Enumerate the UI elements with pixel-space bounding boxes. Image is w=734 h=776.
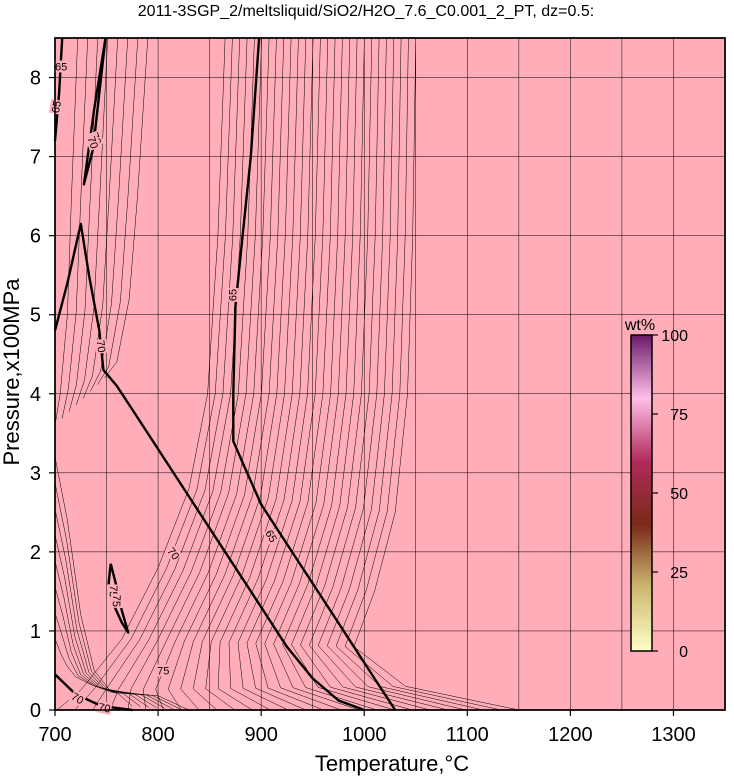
contour-label: 70: [97, 701, 111, 715]
y-tick-label: 2: [30, 542, 41, 564]
fine-contour: [317, 37, 448, 711]
contour-label-bg: [94, 338, 109, 355]
colorbar: wt% 0 25 50 75 100: [624, 317, 688, 661]
contour-label: 65: [227, 289, 239, 301]
colorbar-title: wt%: [624, 317, 655, 334]
fine-contour: [90, 37, 128, 392]
fine-contour: [344, 37, 502, 711]
colorbar-tick-label: 100: [661, 328, 688, 345]
fine-contour: [237, 37, 321, 711]
contour-label-bg: [262, 527, 281, 546]
contour-label: 75: [110, 595, 122, 608]
contour-label-bg: [156, 664, 171, 677]
plot-area: [54, 37, 726, 711]
y-tick-label: 5: [30, 305, 41, 327]
contour-label: 65: [262, 528, 279, 545]
colorbar-tick-label: 0: [679, 644, 688, 661]
fine-contour: [192, 37, 292, 711]
fine-contour: [180, 37, 285, 711]
fine-contour: [326, 37, 466, 711]
fine-contour: [54, 560, 157, 708]
x-tick-label: 800: [141, 724, 174, 746]
plot-frame: [54, 37, 726, 711]
y-axis-label: Pressure,x100MPa: [0, 278, 24, 466]
fine-contour: [300, 37, 413, 711]
colorbar-tick-label: 50: [670, 486, 688, 503]
x-tick-label: 900: [244, 724, 277, 746]
fine-contour: [335, 37, 484, 711]
contour-label: 65: [55, 61, 67, 73]
chart-title: 2011-3SGP_2/meltsliquid/SiO2/H2O_7.6_C0.…: [138, 3, 594, 20]
fine-contour: [309, 37, 431, 711]
fine-contour: [61, 37, 88, 419]
fine-contour: [54, 612, 141, 707]
fine-contour: [205, 37, 299, 711]
x-tick-label: 700: [38, 724, 71, 746]
contour-label: 70: [69, 691, 86, 708]
contour-label-bg: [68, 689, 87, 707]
contour-labels: 65657070707065657575757070: [48, 60, 281, 716]
y-tick-label: 6: [30, 226, 41, 248]
contour-label-bg: [48, 98, 64, 115]
fine-contour: [104, 37, 149, 379]
fine-contour: [54, 586, 149, 708]
contour-65: [53, 37, 64, 141]
colorbar-tick-label: 25: [670, 565, 688, 582]
y-tick-label: 4: [30, 384, 41, 406]
y-axis-ticks: 0 1 2 3 4 5 6 7 8: [30, 68, 55, 722]
x-tick-label: 1200: [548, 724, 593, 746]
fine-contour: [74, 37, 233, 711]
fine-contour: [142, 37, 262, 711]
fine-contour: [246, 37, 329, 711]
contour-70: [54, 673, 133, 712]
contour-70: [82, 37, 107, 186]
fine-contour: [273, 37, 360, 711]
contour-label: 75: [157, 665, 169, 677]
fine-contour: [264, 37, 343, 711]
fine-contour: [83, 37, 118, 399]
x-tick-label: 1000: [342, 724, 387, 746]
contour-label: 70: [84, 135, 99, 151]
contour-label-bg: [85, 133, 102, 151]
fine-contour: [282, 37, 377, 711]
y-tick-label: 3: [30, 463, 41, 485]
fine-contour: [110, 37, 248, 711]
x-axis-ticks: 700 800 900 1000 1100 1200 1300: [38, 710, 696, 746]
contour-label-bg: [226, 287, 239, 302]
contour-70: [53, 222, 365, 712]
colorbar-ticks: 0 25 50 75 100: [652, 328, 688, 661]
x-tick-label: 1300: [651, 724, 696, 746]
y-tick-label: 8: [30, 68, 41, 90]
fine-contour: [92, 37, 240, 711]
fine-contour: [54, 638, 133, 707]
contour-label-bg: [164, 544, 183, 563]
fine-contour: [54, 534, 165, 709]
x-tick-label: 1100: [446, 724, 489, 746]
fine-contour: [54, 482, 182, 710]
contour-label-bg: [54, 60, 69, 73]
fine-contour: [255, 37, 336, 711]
fine-contour: [217, 37, 307, 711]
fine-contour: [54, 508, 173, 710]
y-tick-label: 1: [30, 621, 41, 643]
fine-contour: [127, 37, 255, 711]
y-tick-label: 7: [30, 147, 41, 169]
fine-contour: [167, 37, 277, 711]
x-axis-label: Temperature,°C: [315, 751, 469, 776]
contour-label-bg: [110, 593, 124, 609]
contour-label: 65: [50, 100, 64, 114]
contour-label: 70: [164, 546, 181, 563]
colorbar-tick-label: 75: [670, 407, 688, 424]
contour-65: [232, 37, 397, 711]
colorbar-gradient: [630, 334, 653, 652]
contour-label: 70: [94, 340, 108, 354]
y-tick-label: 0: [30, 700, 41, 722]
contour-label-bg: [96, 700, 113, 715]
